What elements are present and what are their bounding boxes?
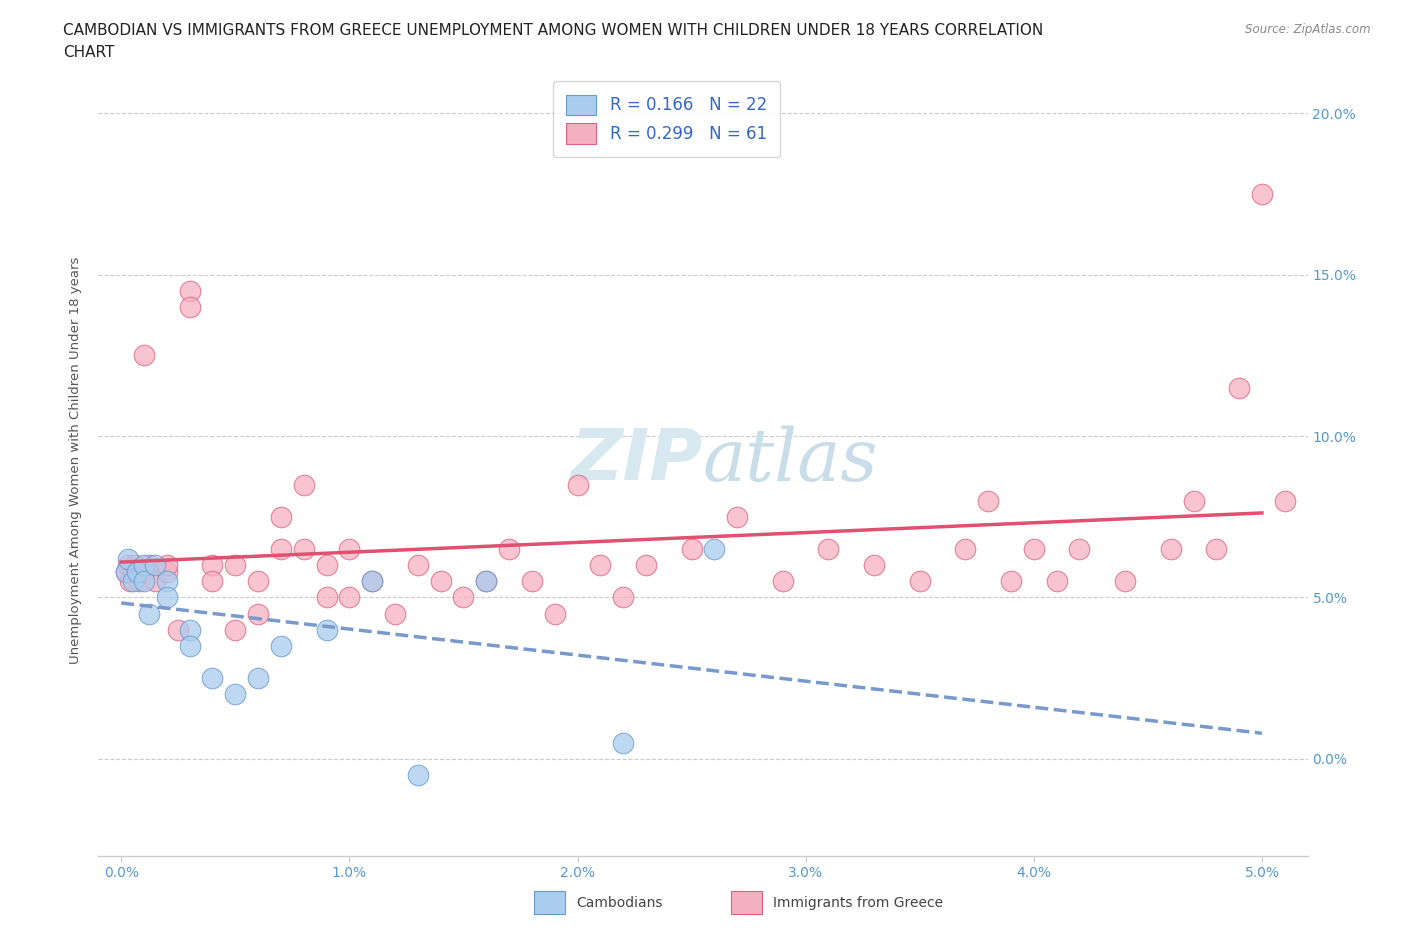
Point — [201, 574, 224, 589]
Point — [132, 565, 155, 579]
Point — [121, 565, 143, 579]
Text: Source: ZipAtlas.com: Source: ZipAtlas.com — [1246, 23, 1371, 36]
Point — [156, 565, 179, 579]
Point — [1022, 541, 1045, 556]
Point — [725, 510, 748, 525]
Point — [138, 558, 160, 573]
Point — [681, 541, 703, 556]
Point — [124, 558, 146, 573]
Point — [361, 574, 384, 589]
Point — [292, 541, 315, 556]
Point — [634, 558, 657, 573]
Point — [114, 565, 136, 579]
Point — [179, 299, 201, 314]
Point — [179, 638, 201, 653]
Bar — [731, 891, 762, 914]
Point — [128, 574, 150, 589]
Text: Immigrants from Greece: Immigrants from Greece — [773, 896, 943, 910]
Point — [224, 622, 246, 637]
Text: CAMBODIAN VS IMMIGRANTS FROM GREECE UNEMPLOYMENT AMONG WOMEN WITH CHILDREN UNDER: CAMBODIAN VS IMMIGRANTS FROM GREECE UNEM… — [63, 23, 1043, 38]
Point — [224, 687, 246, 702]
Point — [406, 767, 429, 782]
Point — [247, 574, 270, 589]
Point — [315, 590, 337, 604]
Point — [114, 565, 136, 579]
Point — [270, 541, 292, 556]
Point — [145, 558, 167, 573]
Point — [612, 590, 634, 604]
Point — [127, 565, 149, 579]
Point — [406, 558, 429, 573]
Point — [567, 477, 589, 492]
Point — [201, 671, 224, 685]
Point — [772, 574, 794, 589]
Point — [544, 606, 567, 621]
Point — [908, 574, 931, 589]
Point — [145, 574, 167, 589]
Point — [132, 348, 155, 363]
Point — [955, 541, 977, 556]
Point — [132, 574, 155, 589]
Point — [270, 510, 292, 525]
Point — [337, 590, 360, 604]
Point — [589, 558, 612, 573]
Point — [117, 558, 139, 573]
Point — [1205, 541, 1227, 556]
Point — [475, 574, 498, 589]
Point — [475, 574, 498, 589]
Point — [1274, 493, 1296, 508]
Point — [270, 638, 292, 653]
Text: ZIP: ZIP — [571, 426, 703, 495]
Point — [498, 541, 520, 556]
Bar — [534, 891, 565, 914]
Point — [247, 606, 270, 621]
Legend: R = 0.166   N = 22, R = 0.299   N = 61: R = 0.166 N = 22, R = 0.299 N = 61 — [553, 81, 780, 157]
Point — [1182, 493, 1205, 508]
Point — [121, 574, 143, 589]
Point — [453, 590, 475, 604]
Point — [520, 574, 543, 589]
Point — [384, 606, 406, 621]
Text: CHART: CHART — [63, 45, 115, 60]
Point — [1114, 574, 1136, 589]
Point — [337, 541, 360, 556]
Point — [429, 574, 451, 589]
Point — [612, 736, 634, 751]
Point — [132, 558, 155, 573]
Point — [315, 622, 337, 637]
Point — [1227, 380, 1250, 395]
Point — [1251, 187, 1274, 202]
Point — [315, 558, 337, 573]
Point — [817, 541, 839, 556]
Point — [1160, 541, 1182, 556]
Point — [1046, 574, 1069, 589]
Point — [1069, 541, 1091, 556]
Point — [120, 574, 142, 589]
Point — [361, 574, 384, 589]
Point — [247, 671, 270, 685]
Point — [167, 622, 190, 637]
Point — [117, 551, 139, 566]
Point — [977, 493, 1000, 508]
Point — [1000, 574, 1022, 589]
Point — [224, 558, 246, 573]
Point — [156, 558, 179, 573]
Point — [156, 574, 179, 589]
Y-axis label: Unemployment Among Women with Children Under 18 years: Unemployment Among Women with Children U… — [69, 257, 83, 664]
Point — [179, 284, 201, 299]
Point — [138, 606, 160, 621]
Point — [703, 541, 725, 556]
Text: atlas: atlas — [703, 425, 879, 496]
Point — [201, 558, 224, 573]
Point — [292, 477, 315, 492]
Point — [179, 622, 201, 637]
Point — [863, 558, 886, 573]
Text: Cambodians: Cambodians — [576, 896, 664, 910]
Point — [156, 590, 179, 604]
